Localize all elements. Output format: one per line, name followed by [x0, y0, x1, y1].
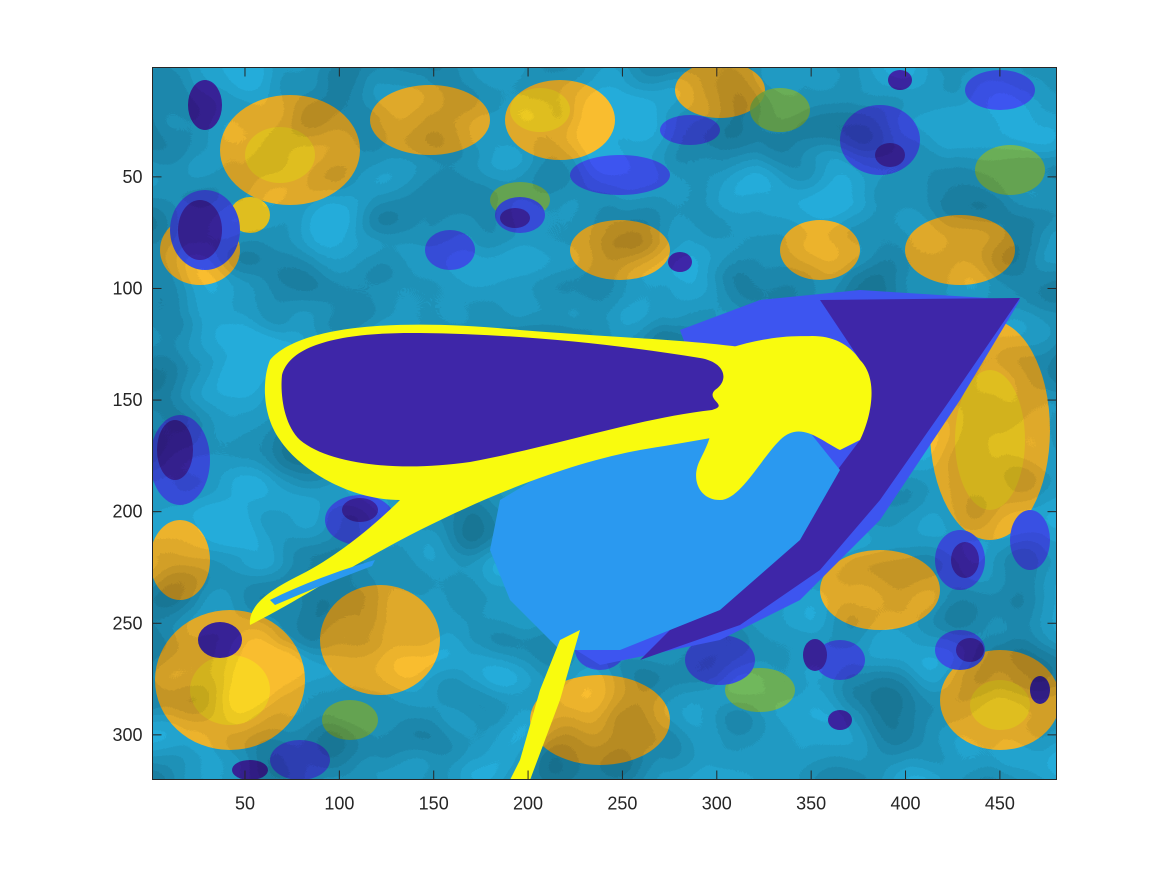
x-axis-ticks: 50 100 150 200 250 300 350 400 450: [235, 67, 1015, 814]
y-tick-label: 200: [112, 502, 142, 522]
y-tick-label: 50: [122, 167, 142, 187]
body-light-region: [490, 420, 840, 650]
y-tick-label: 100: [112, 278, 142, 298]
y-tick-label: 300: [112, 725, 142, 745]
x-tick-label: 300: [702, 794, 732, 814]
x-tick-label: 150: [419, 794, 449, 814]
x-tick-label: 350: [796, 794, 826, 814]
pouch-dark-region: [281, 332, 724, 467]
x-tick-label: 400: [890, 794, 920, 814]
y-tick-label: 250: [112, 613, 142, 633]
x-tick-label: 100: [324, 794, 354, 814]
mandible-stripe: [270, 560, 375, 605]
x-tick-label: 50: [235, 794, 255, 814]
axes-frame: [152, 67, 1057, 780]
y-tick-label: 150: [112, 390, 142, 410]
head-yellow-region: [696, 336, 860, 500]
x-tick-label: 250: [607, 794, 637, 814]
neck-yellow-region: [510, 630, 580, 780]
x-tick-label: 450: [985, 794, 1015, 814]
x-tick-label: 200: [513, 794, 543, 814]
wing-dark-region: [640, 298, 1020, 660]
heatmap-image: [152, 67, 1057, 780]
y-axis-ticks: 50 100 150 200 250 300: [112, 167, 1057, 745]
